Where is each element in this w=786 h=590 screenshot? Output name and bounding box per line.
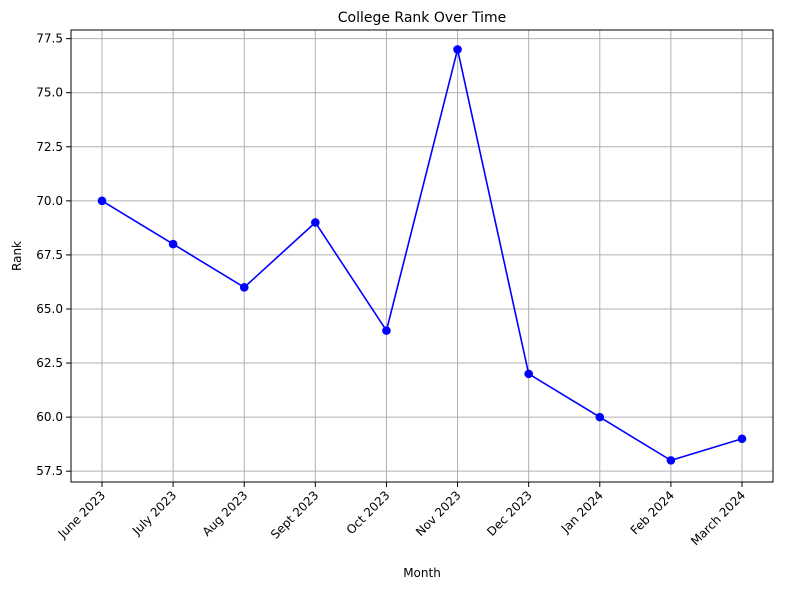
data-point [595, 412, 605, 422]
data-point [311, 218, 320, 227]
chart-title: College Rank Over Time [338, 10, 507, 26]
y-tick-label: 65.0 [36, 302, 63, 316]
data-point [453, 45, 462, 54]
y-tick-label: 67.5 [36, 248, 63, 262]
grid [71, 30, 773, 482]
series-line [101, 48, 743, 462]
data-point [382, 326, 391, 335]
data-point [239, 283, 249, 292]
y-tick-label: 62.5 [36, 356, 63, 370]
y-tick-label: 75.0 [36, 86, 63, 100]
data-point [168, 239, 178, 249]
series-layer [97, 45, 747, 465]
data-point [97, 196, 107, 206]
x-axis-title: Month [403, 566, 441, 580]
y-tick-label: 72.5 [36, 140, 63, 154]
data-point [666, 456, 676, 465]
y-tick-label: 57.5 [36, 464, 63, 478]
y-tick-label: 60.0 [36, 410, 63, 424]
y-axis-ticks: 57.5 60.0 62.5 65.0 67.5 70.0 72.5 75.0 77.5 [36, 32, 71, 478]
plot-frame [70, 29, 774, 483]
data-point [737, 434, 747, 444]
y-axis-title: Rank [10, 241, 24, 271]
data-point [524, 369, 533, 379]
y-tick-label: 77.5 [36, 32, 63, 46]
y-tick-label: 70.0 [36, 194, 63, 208]
